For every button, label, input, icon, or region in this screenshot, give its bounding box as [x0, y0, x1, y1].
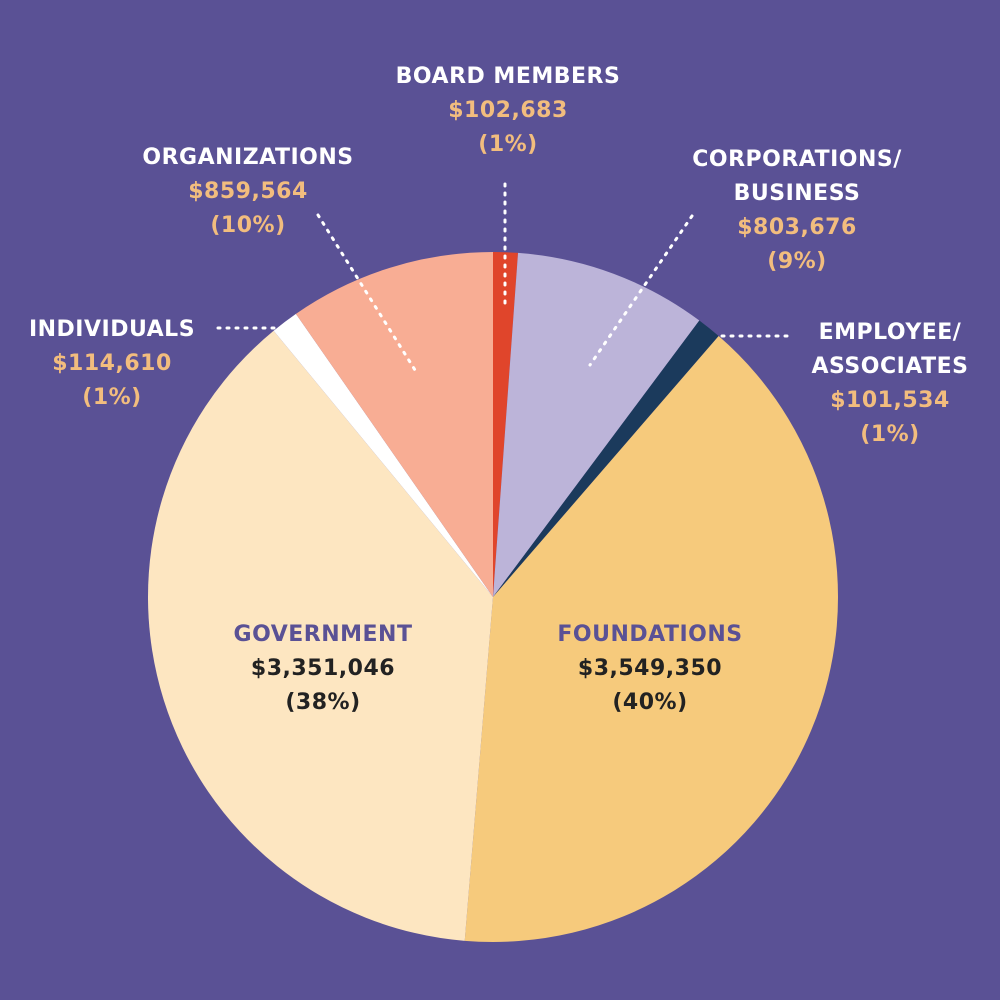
category-label: BOARD MEMBERS: [395, 64, 621, 89]
slice-label: FOUNDATIONS $3,549,350 (40%): [557, 618, 742, 720]
slice-label: INDIVIDUALS $114,610 (1%): [29, 313, 195, 415]
value-label: $3,549,350: [577, 656, 723, 681]
category-label: FOUNDATIONS: [557, 622, 743, 647]
share-label: (9%): [767, 249, 827, 274]
pie-slice: [493, 320, 719, 597]
share-label: (38%): [285, 690, 361, 715]
value-label: $114,610: [52, 351, 172, 376]
category-label: INDIVIDUALS: [28, 317, 196, 342]
slice-label: EMPLOYEE/ ASSOCIATES $101,534 (1%): [812, 316, 969, 452]
share-label: (1%): [82, 385, 142, 410]
value-label: $803,676: [737, 215, 857, 240]
category-label: EMPLOYEE/ ASSOCIATES: [811, 320, 969, 379]
value-label: $3,351,046: [250, 656, 396, 681]
slice-label: GOVERNMENT $3,351,046 (38%): [234, 618, 413, 720]
value-label: $859,564: [188, 179, 308, 204]
pie-slice: [493, 252, 519, 597]
pie-slice: [273, 313, 493, 597]
value-label: $102,683: [448, 98, 568, 123]
share-label: (10%): [210, 213, 286, 238]
share-label: (40%): [612, 690, 688, 715]
slice-label: BOARD MEMBERS $102,683 (1%): [396, 60, 621, 162]
value-label: $101,534: [830, 388, 950, 413]
slice-label: ORGANIZATIONS $859,564 (10%): [142, 141, 353, 243]
slice-label: CORPORATIONS/ BUSINESS $803,676 (9%): [692, 143, 902, 279]
share-label: (1%): [860, 422, 920, 447]
pie-slice: [147, 330, 493, 941]
pie-slice: [464, 336, 839, 942]
category-label: GOVERNMENT: [233, 622, 413, 647]
category-label: ORGANIZATIONS: [142, 145, 354, 170]
share-label: (1%): [478, 132, 538, 157]
category-label: CORPORATIONS/ BUSINESS: [692, 147, 902, 206]
